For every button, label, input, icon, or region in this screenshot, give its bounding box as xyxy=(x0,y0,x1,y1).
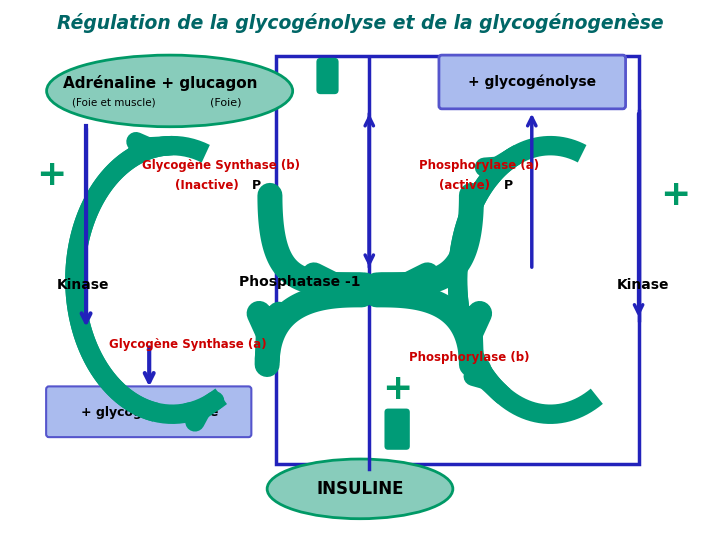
Bar xyxy=(276,56,639,464)
Text: –: – xyxy=(388,412,406,446)
Text: Adrénaline + glucagon: Adrénaline + glucagon xyxy=(63,75,258,91)
Text: INSULINE: INSULINE xyxy=(316,480,404,498)
FancyBboxPatch shape xyxy=(46,387,251,437)
Text: Glycogène Synthase (a): Glycogène Synthase (a) xyxy=(109,338,267,351)
Ellipse shape xyxy=(267,459,453,519)
Text: +: + xyxy=(660,178,691,212)
Text: Glycogène Synthase (b): Glycogène Synthase (b) xyxy=(142,159,300,172)
Text: (active): (active) xyxy=(438,179,490,192)
Text: Kinase: Kinase xyxy=(57,278,109,292)
Text: +: + xyxy=(382,373,413,407)
Text: –: – xyxy=(320,62,334,90)
Text: Phosphorylase (b): Phosphorylase (b) xyxy=(410,351,530,364)
Text: + glycogénolyse: + glycogénolyse xyxy=(468,75,596,89)
Text: + glycogénogenèse: + glycogénogenèse xyxy=(81,406,218,419)
Text: (Inactive): (Inactive) xyxy=(175,179,238,192)
Text: Kinase: Kinase xyxy=(617,278,670,292)
Text: P: P xyxy=(504,179,513,192)
Text: +: + xyxy=(37,158,67,192)
Text: P: P xyxy=(251,179,261,192)
Text: (Foie): (Foie) xyxy=(210,98,241,108)
Text: (Foie et muscle): (Foie et muscle) xyxy=(72,98,156,108)
Text: Phosphatase -1: Phosphatase -1 xyxy=(239,275,361,289)
Text: Régulation de la glycogénolyse et de la glycogénogenèse: Régulation de la glycogénolyse et de la … xyxy=(57,14,663,33)
FancyBboxPatch shape xyxy=(439,55,626,109)
Ellipse shape xyxy=(47,55,292,127)
Text: Phosphorylase (a): Phosphorylase (a) xyxy=(419,159,539,172)
